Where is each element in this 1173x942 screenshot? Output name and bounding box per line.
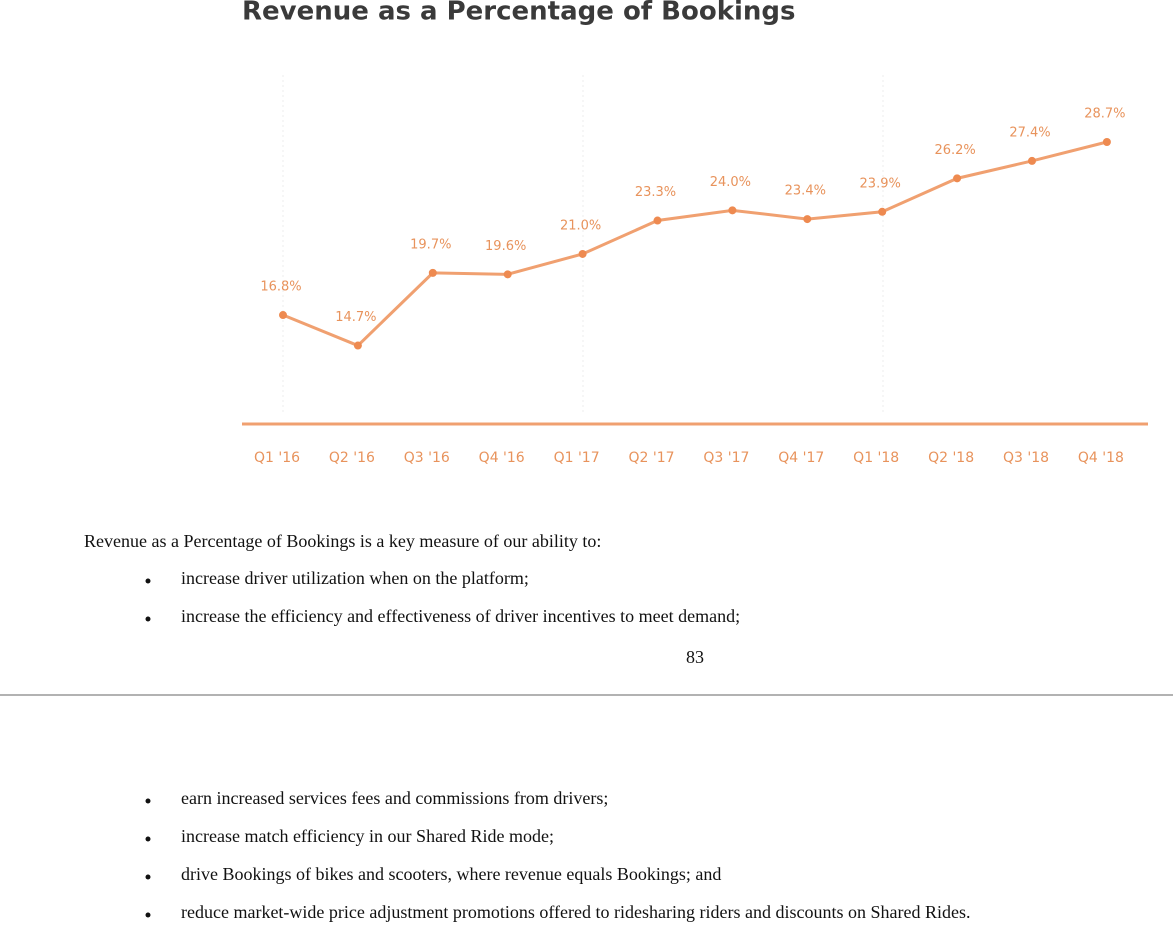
bullet: [145, 874, 151, 880]
list-item: drive Bookings of bikes and scooters, wh…: [181, 864, 721, 884]
x-tick-label: Q4 '18: [1078, 450, 1124, 466]
bullet: [145, 836, 151, 842]
data-label: 23.3%: [635, 185, 676, 200]
data-point: [503, 270, 512, 279]
list-item: increase driver utilization when on the …: [181, 568, 529, 588]
list-item: reduce market-wide price adjustment prom…: [181, 902, 970, 922]
x-tick-label: Q3 '18: [1003, 450, 1049, 466]
data-label: 24.0%: [710, 175, 751, 190]
x-tick-label: Q4 '16: [479, 450, 525, 466]
chart-title: Revenue as a Percentage of Bookings: [242, 0, 796, 27]
data-label: 21.0%: [560, 218, 601, 233]
x-tick-label: Q2 '17: [628, 450, 674, 466]
data-label: 16.8%: [260, 280, 301, 295]
list-item: increase the efficiency and effectivenes…: [181, 606, 740, 626]
x-tick-label: Q1 '18: [853, 450, 899, 466]
x-tick-label: Q3 '17: [703, 450, 749, 466]
x-tick-label: Q4 '17: [778, 450, 824, 466]
data-point: [728, 206, 737, 215]
data-point: [878, 207, 887, 216]
data-line: [282, 140, 1108, 348]
list-item: increase match efficiency in our Shared …: [181, 826, 554, 846]
data-label: 19.6%: [485, 239, 526, 254]
data-point: [1102, 138, 1111, 147]
bullet: [145, 616, 151, 622]
data-point: [353, 341, 362, 350]
data-point: [653, 216, 662, 225]
data-point: [428, 268, 437, 277]
data-point: [953, 174, 962, 183]
paragraph: Revenue as a Percentage of Bookings is a…: [84, 531, 601, 551]
x-tick-label: Q1 '16: [254, 450, 300, 466]
x-tick-label: Q3 '16: [404, 450, 450, 466]
data-point: [1028, 156, 1036, 165]
bullet: [145, 798, 151, 804]
data-label: 19.7%: [410, 237, 451, 252]
x-tick-label: Q2 '18: [928, 450, 974, 466]
bullet: [145, 912, 151, 918]
data-label: 28.7%: [1084, 107, 1125, 122]
data-label: 27.4%: [1009, 125, 1050, 140]
data-point: [578, 249, 587, 258]
data-label: 23.4%: [785, 184, 826, 199]
list-item: earn increased services fees and commiss…: [181, 788, 608, 808]
page-number: 83: [686, 647, 704, 667]
data-label: 26.2%: [934, 143, 975, 158]
data-point: [803, 215, 812, 224]
data-point: [279, 311, 287, 320]
data-label: 14.7%: [335, 310, 376, 325]
x-tick-label: Q2 '16: [329, 450, 375, 466]
data-label: 23.9%: [860, 176, 901, 191]
x-tick-label: Q1 '17: [554, 450, 600, 466]
bullet: [145, 578, 151, 584]
